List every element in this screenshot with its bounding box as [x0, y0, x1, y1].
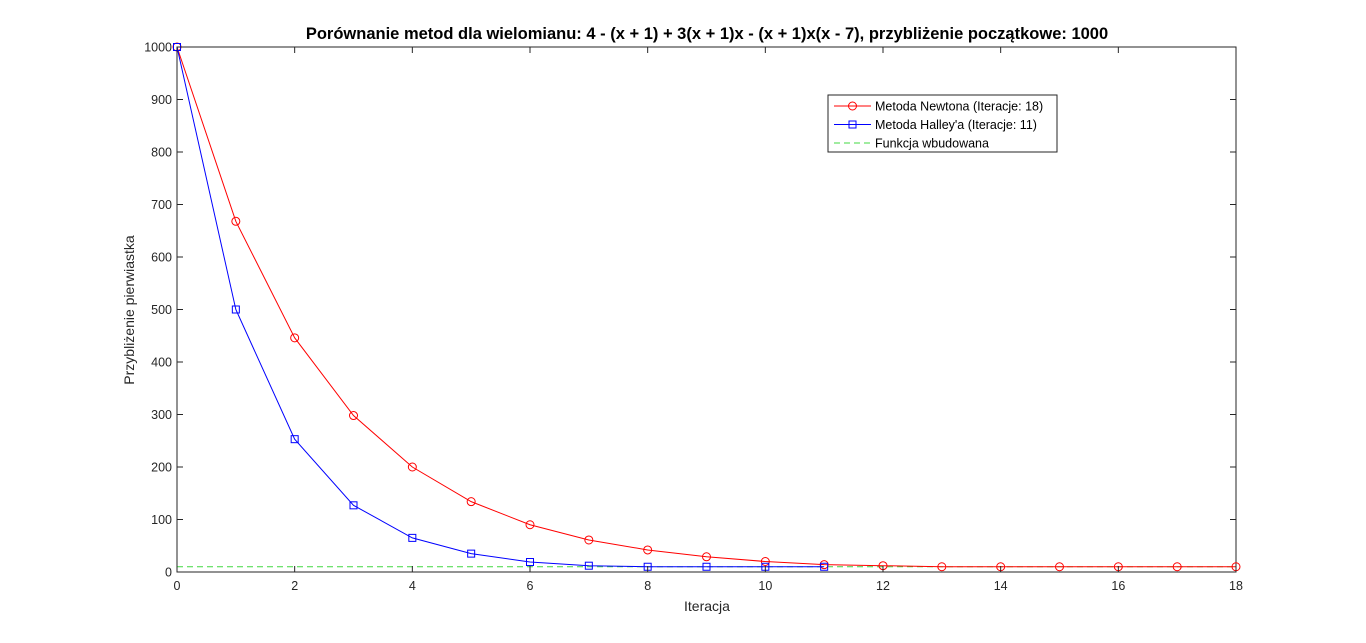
legend-label: Metoda Newtona (Iteracje: 18): [875, 100, 1043, 114]
y-tick-label: 200: [151, 461, 172, 475]
series-line: [176, 46, 825, 568]
legend-label: Funkcja wbudowana: [875, 137, 989, 151]
chart-title: Porównanie metod dla wielomianu: 4 - (x …: [306, 25, 1108, 43]
x-tick-label: 2: [291, 579, 298, 593]
legend-entry: Metoda Halley'a (Iteracje: 11): [834, 118, 1037, 132]
data-point: [467, 549, 476, 558]
y-tick-label: 800: [151, 146, 172, 160]
legend: Metoda Newtona (Iteracje: 18) Metoda Hall…: [827, 94, 1058, 153]
x-tick-label: 18: [1229, 579, 1243, 593]
data-point: [937, 562, 947, 572]
x-tick-label: 8: [644, 579, 651, 593]
y-tick-label: 400: [151, 356, 172, 370]
legend-swatch-marker: [848, 120, 857, 129]
y-tick-label: 600: [151, 251, 172, 265]
x-tick-label: 14: [994, 579, 1008, 593]
data-point: [525, 520, 535, 530]
x-axis-label: Iteracja: [684, 598, 730, 614]
data-point: [290, 333, 300, 343]
legend-entry: Funkcja wbudowana: [834, 137, 989, 151]
legend-label: Metoda Halley'a (Iteracje: 11): [875, 118, 1037, 132]
data-point: [349, 411, 358, 421]
x-tick-label: 12: [876, 579, 890, 593]
data-point: [760, 557, 770, 566]
data-point: [526, 558, 534, 567]
data-point: [1055, 562, 1064, 572]
tick-layer: 0 2 4 6 8 10 12 14 16 18 0 100 200 300 400 500 600 700 800…: [144, 41, 1243, 594]
x-tick-label: 4: [409, 579, 416, 593]
y-tick-label: 1000: [144, 41, 172, 55]
y-tick-label: 300: [151, 408, 172, 422]
y-axis-label: Przybliżenie pierwiastka: [121, 235, 137, 385]
x-tick-label: 6: [527, 579, 534, 593]
data-point: [643, 545, 653, 555]
series-1: [173, 43, 829, 571]
y-tick-label: 900: [151, 93, 172, 107]
data-point: [1172, 562, 1182, 572]
y-tick-label: 500: [151, 303, 172, 317]
data-point: [702, 562, 711, 571]
y-tick-label: 700: [151, 198, 172, 212]
data-point: [466, 497, 476, 507]
axes-box: [176, 46, 1237, 573]
x-tick-label: 10: [758, 579, 772, 593]
legend-swatch-marker: [848, 101, 857, 111]
legend-entries: Metoda Newtona (Iteracje: 18) Metoda Hall…: [834, 100, 1043, 151]
y-tick-label: 0: [165, 566, 172, 580]
data-point: [584, 561, 593, 570]
data-point: [408, 533, 417, 542]
data-point: [407, 462, 417, 472]
series-layer: [172, 42, 1241, 572]
y-tick-label: 100: [151, 513, 172, 527]
data-point: [290, 435, 299, 444]
series-line: [176, 46, 1236, 568]
data-point: [231, 305, 240, 314]
x-tick-label: 0: [174, 579, 181, 593]
data-point: [820, 562, 829, 571]
legend-entry: Metoda Newtona (Iteracje: 18): [834, 100, 1043, 114]
legend-box: [827, 94, 1058, 153]
x-tick-label: 16: [1111, 579, 1125, 593]
data-point: [702, 552, 711, 562]
plot-area: 0 2 4 6 8 10 12 14 16 18 0 100 200 300 400 500 600 700 800…: [144, 41, 1243, 594]
data-point: [584, 535, 594, 545]
data-point: [349, 501, 358, 510]
data-point: [231, 216, 241, 226]
